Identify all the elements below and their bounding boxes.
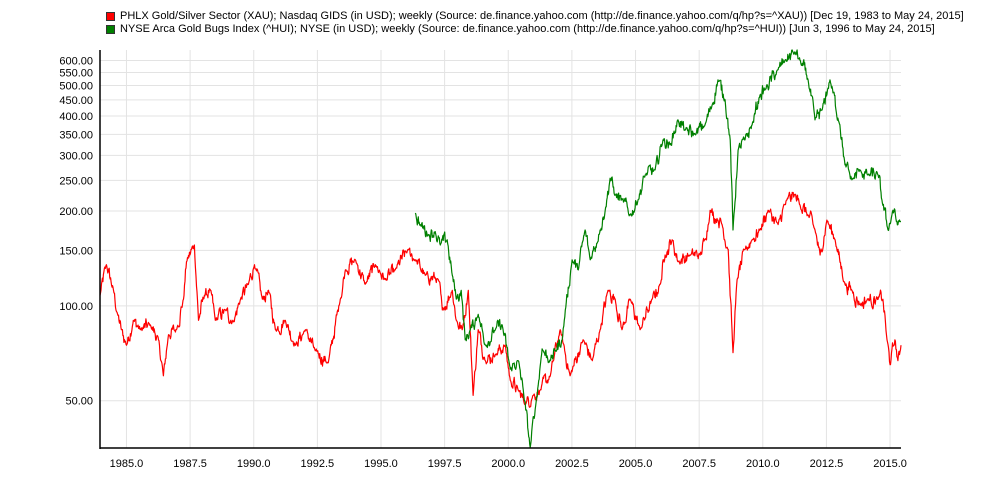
- x-tick-label: 2015.0: [873, 458, 907, 470]
- x-tick-label: 1987.5: [173, 458, 207, 470]
- y-tick-label: 150.00: [59, 245, 93, 257]
- y-tick-label: 100.00: [59, 301, 93, 313]
- legend-item-xau: PHLX Gold/Silver Sector (XAU); Nasdaq GI…: [106, 10, 964, 22]
- series-line-hui: [414, 49, 902, 449]
- y-tick-label: 250.00: [59, 175, 93, 187]
- x-tick-label: 2002.5: [555, 458, 589, 470]
- legend-label-xau: PHLX Gold/Silver Sector (XAU); Nasdaq GI…: [120, 10, 964, 22]
- x-tick-label: 2012.5: [810, 458, 844, 470]
- x-tick-label: 1995.0: [364, 458, 398, 470]
- legend-swatch-green: [106, 24, 115, 34]
- x-tick-label: 2007.5: [682, 458, 716, 470]
- x-tick-label: 1997.5: [428, 458, 462, 470]
- y-tick-label: 600.00: [59, 56, 93, 68]
- y-tick-label: 400.00: [59, 111, 93, 123]
- x-tick-label: 1992.5: [301, 458, 335, 470]
- y-tick-label: 50.00: [65, 396, 93, 408]
- y-tick-label: 300.00: [59, 150, 93, 162]
- y-tick-label: 550.00: [59, 67, 93, 79]
- series-line-xau: [99, 191, 902, 408]
- axes: 50.00 100.00 150.00 200.00 250.00 300.00 350.0…: [59, 50, 907, 470]
- x-tick-label: 2000.0: [491, 458, 525, 470]
- legend-swatch-red: [106, 11, 115, 21]
- legend-label-hui: NYSE Arca Gold Bugs Index (^HUI); NYSE (…: [120, 23, 935, 35]
- y-tick-label: 200.00: [59, 206, 93, 218]
- x-tick-label: 2005.0: [619, 458, 653, 470]
- y-tick-label: 450.00: [59, 95, 93, 107]
- x-tick-label: 1990.0: [237, 458, 271, 470]
- x-tick-label: 2010.0: [746, 458, 780, 470]
- series-lines: [99, 49, 902, 449]
- y-tick-label: 500.00: [59, 80, 93, 92]
- y-tick-label: 350.00: [59, 129, 93, 141]
- x-tick-label: 1985.0: [110, 458, 144, 470]
- legend-item-hui: NYSE Arca Gold Bugs Index (^HUI); NYSE (…: [106, 23, 935, 35]
- grid: [100, 50, 901, 448]
